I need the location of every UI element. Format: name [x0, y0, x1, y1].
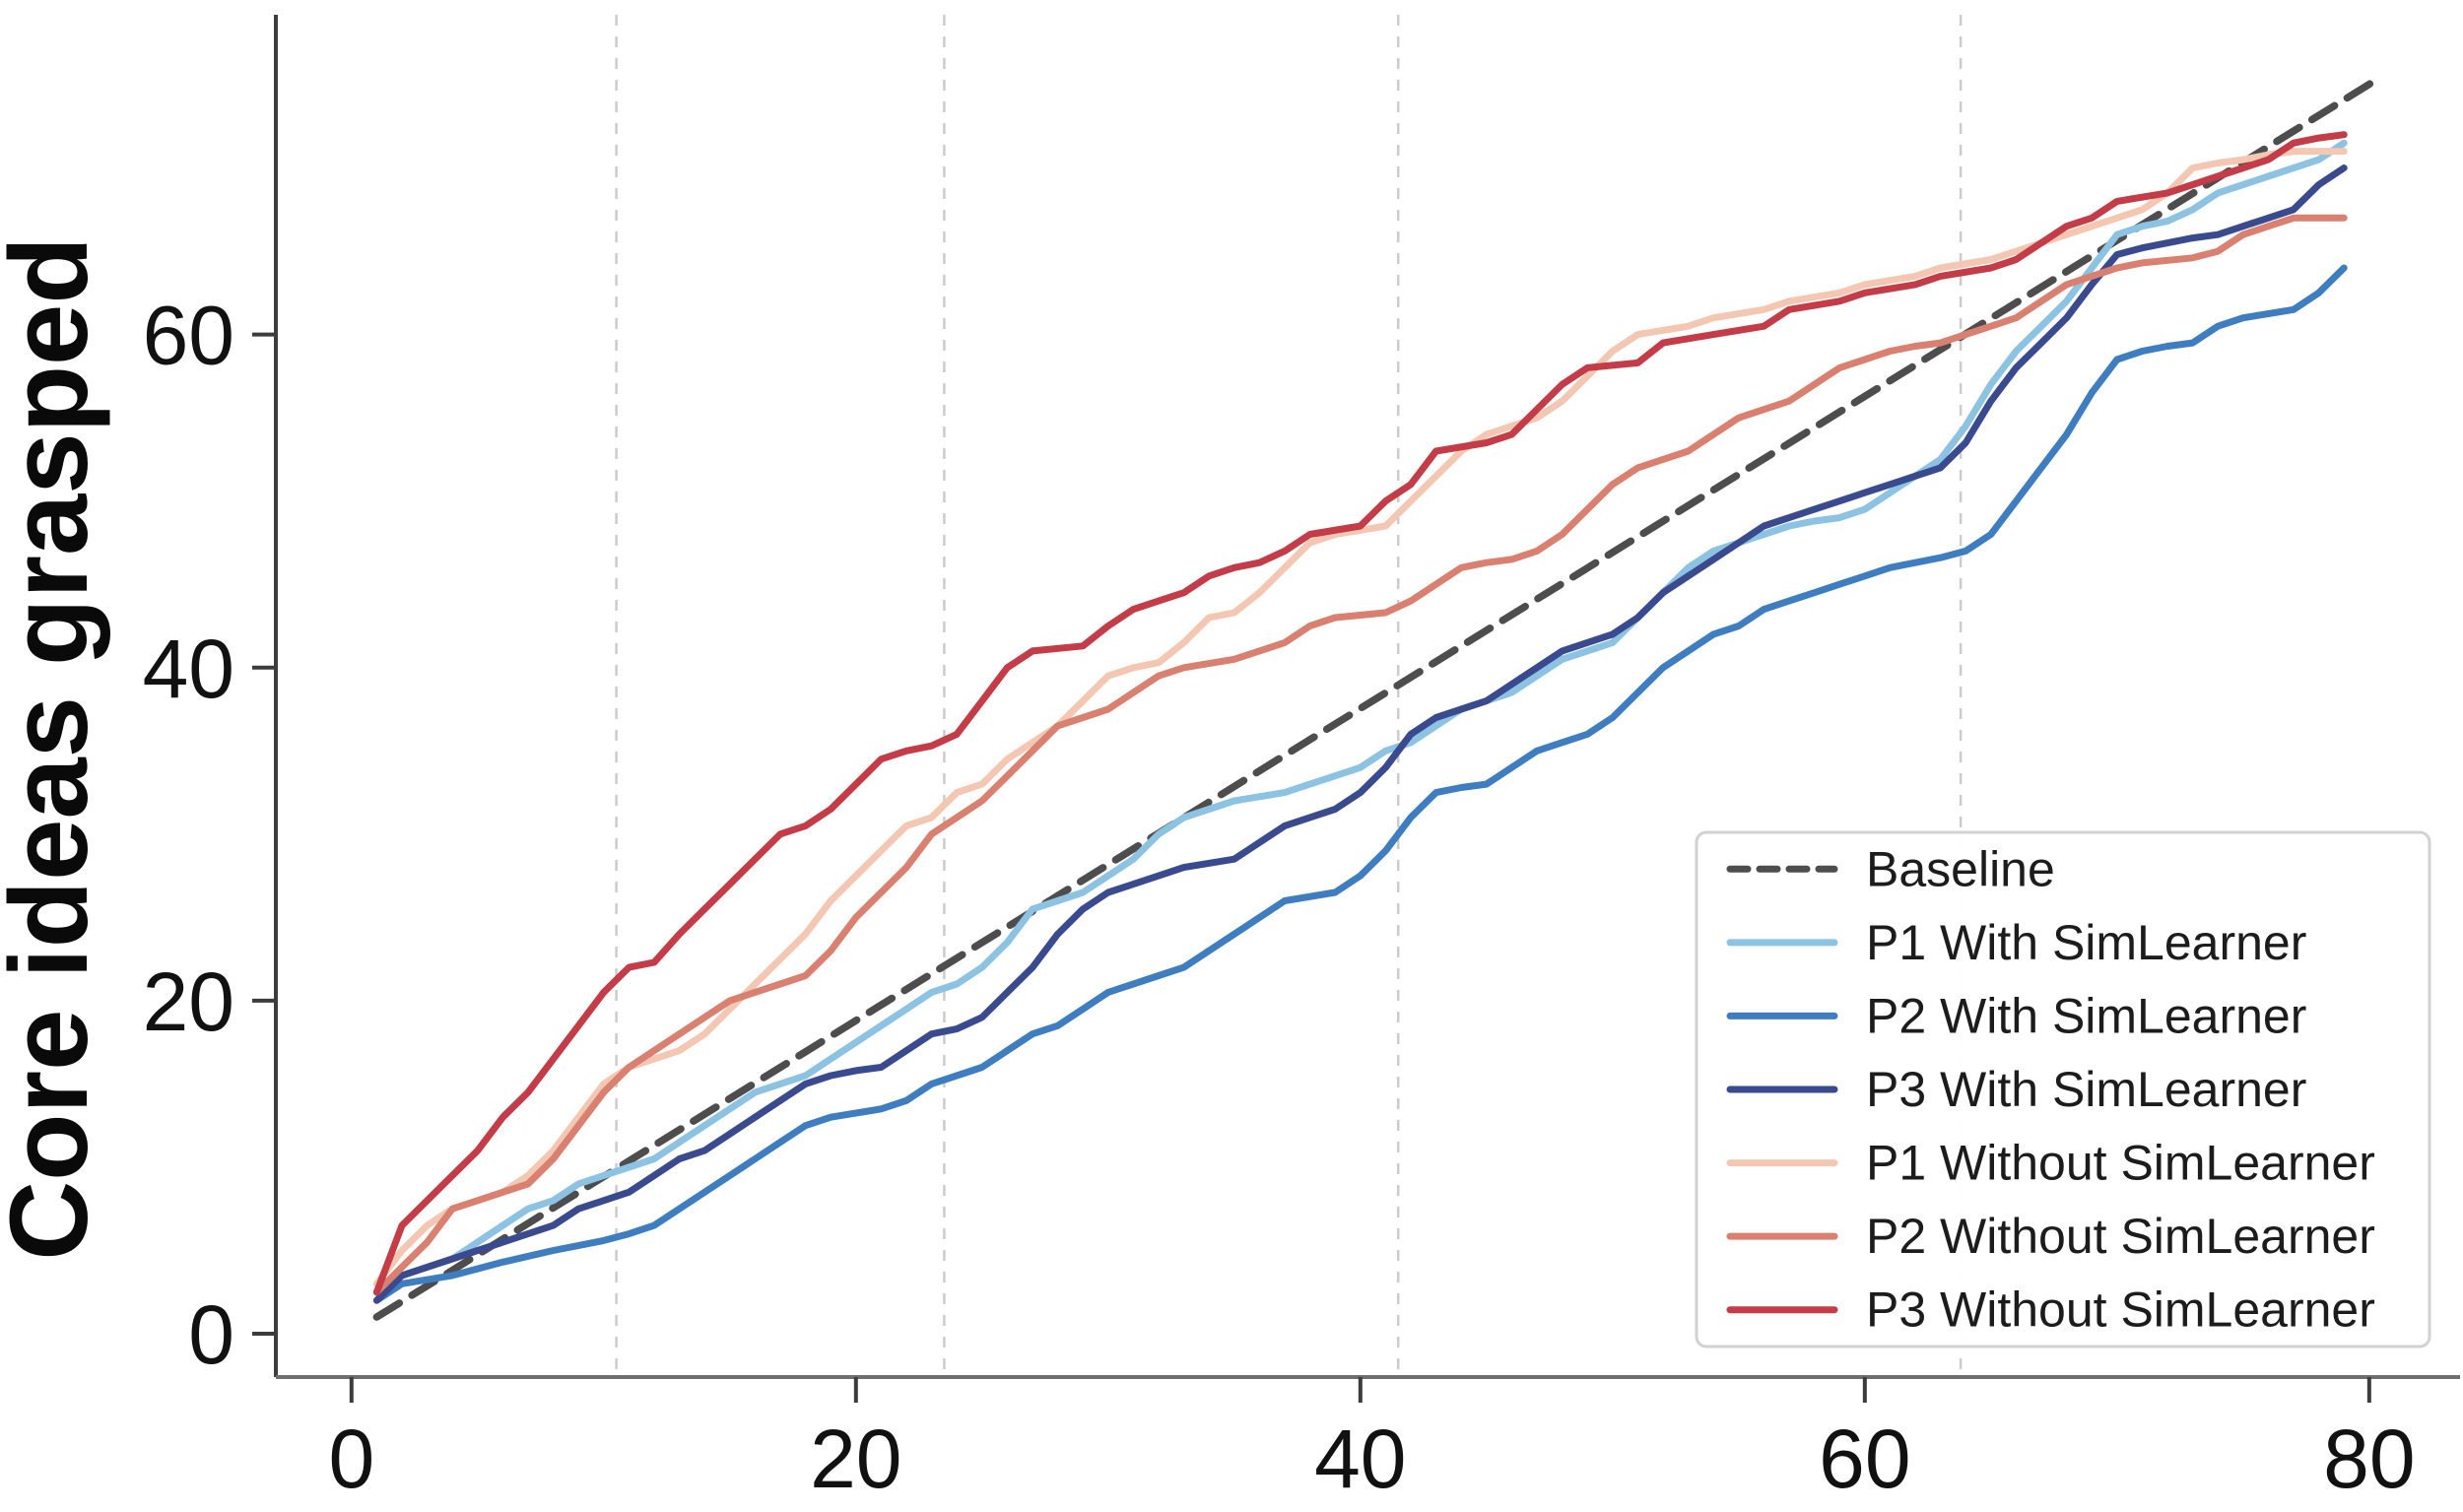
legend: Baseline P1 With SimLearner P2 With SimLea… [1695, 830, 2431, 1348]
legend-entry-6: P3 Without SimLearner [1726, 1282, 2375, 1338]
legend-entry-0: Baseline [1726, 841, 2055, 896]
series-line-0 [372, 72, 2386, 1321]
y-tick-label: 20 [143, 955, 234, 1048]
legend-label: P2 With SimLearner [1866, 988, 2306, 1043]
x-tick-label: 60 [1819, 1413, 1910, 1505]
legend-label: P3 Without SimLearner [1866, 1282, 2375, 1338]
series-line-4 [372, 148, 2348, 1287]
y-axis-label: Core ideas grasped [0, 236, 110, 1261]
legend-label: P3 With SimLearner [1866, 1062, 2306, 1117]
legend-label: Baseline [1866, 841, 2055, 896]
series-line-6 [372, 131, 2348, 1296]
y-tick-label: 0 [188, 1288, 234, 1381]
x-tick-label: 80 [2323, 1413, 2415, 1505]
axis-ticks: 0 20 40 60 0 20 40 60 80 [143, 290, 2416, 1505]
legend-box [1695, 830, 2431, 1348]
x-tick-label: 40 [1314, 1413, 1406, 1505]
series-lines [372, 72, 2386, 1321]
legend-label: P1 Without SimLearner [1866, 1136, 2375, 1191]
legend-label: P1 With SimLearner [1866, 915, 2306, 970]
legend-entry-2: P2 With SimLearner [1726, 988, 2306, 1043]
axes [274, 15, 2460, 1379]
series-line-1 [372, 139, 2348, 1296]
y-tick-label: 60 [143, 290, 234, 382]
legend-entry-5: P2 Without SimLearner [1726, 1209, 2375, 1264]
series-line-2 [372, 264, 2348, 1304]
legend-entry-3: P3 With SimLearner [1726, 1062, 2306, 1117]
x-tick-label: 20 [810, 1413, 901, 1505]
series-line-3 [372, 164, 2348, 1304]
legend-entry-1: P1 With SimLearner [1726, 915, 2306, 970]
series-line-5 [372, 214, 2348, 1296]
legend-label: P2 Without SimLearner [1866, 1209, 2375, 1264]
y-tick-label: 40 [143, 623, 234, 715]
x-tick-label: 0 [328, 1413, 374, 1505]
legend-entry-4: P1 Without SimLearner [1726, 1136, 2375, 1191]
